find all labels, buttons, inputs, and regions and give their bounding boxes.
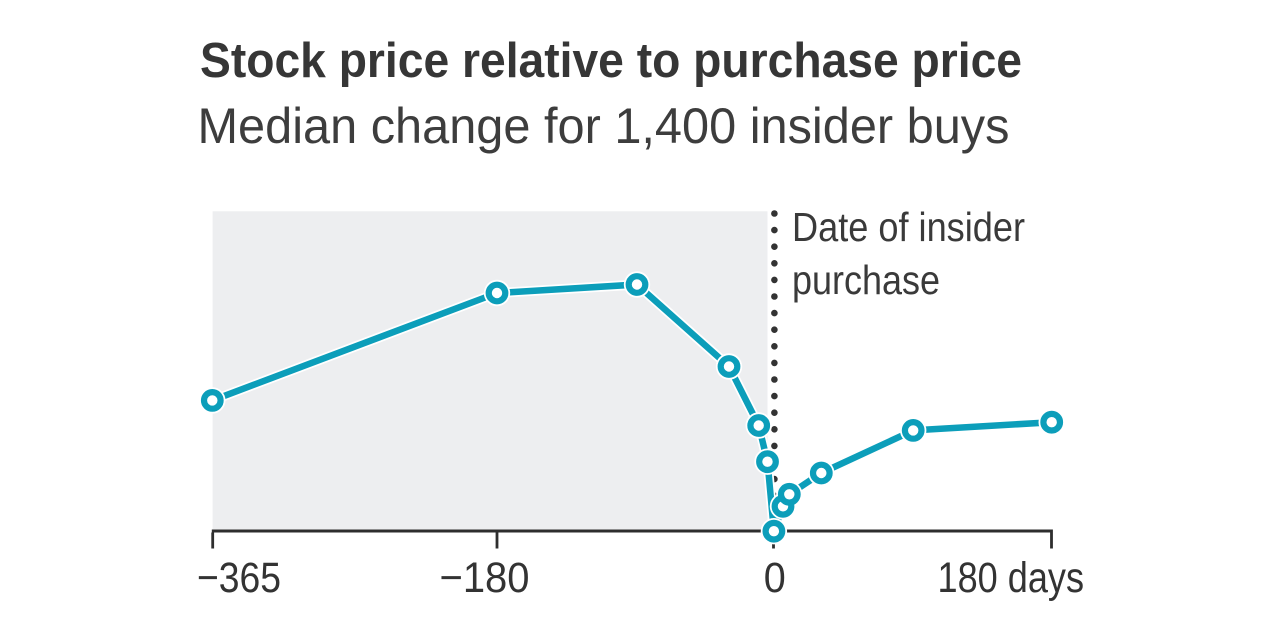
- svg-text:Stock price relative to purcha: Stock price relative to purchase price: [200, 34, 1022, 88]
- svg-text:Date of insider: Date of insider: [792, 204, 1025, 250]
- svg-text:Median change for 1,400 inside: Median change for 1,400 insider buys: [198, 98, 1010, 154]
- svg-text:180 days: 180 days: [938, 554, 1085, 602]
- svg-text:−365: −365: [197, 554, 281, 602]
- svg-text:purchase: purchase: [792, 257, 940, 303]
- svg-text:−180: −180: [440, 554, 530, 602]
- svg-text:0: 0: [764, 554, 786, 602]
